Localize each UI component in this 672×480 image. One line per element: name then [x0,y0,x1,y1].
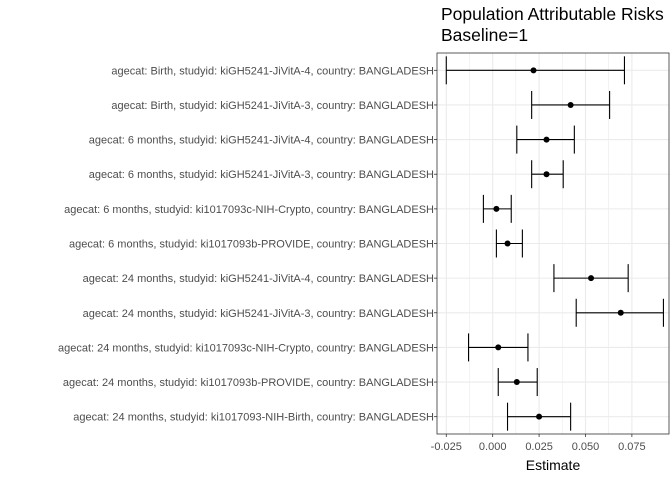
estimate-point [588,275,595,282]
x-tick-label: 0.075 [618,441,646,453]
y-tick-label: agecat: 6 months, studyid: ki1017093c-NI… [64,204,434,216]
y-tick-label: agecat: 6 months, studyid: ki1017093b-PR… [69,239,434,251]
y-tick-label: agecat: 24 months, studyid: ki1017093c-N… [58,342,434,354]
estimate-point [504,240,511,247]
estimate-point [617,309,624,316]
estimate-point [543,171,550,178]
y-tick-label: agecat: Birth, studyid: kiGH5241-JiVitA-… [111,65,434,77]
estimate-point [493,205,500,212]
y-tick-label: agecat: 6 months, studyid: kiGH5241-JiVi… [89,169,434,181]
estimate-point [495,344,502,351]
x-tick-label: -0.025 [431,441,462,453]
y-tick-label: agecat: Birth, studyid: kiGH5241-JiVitA-… [111,100,434,112]
x-axis-title: Estimate [526,457,581,473]
estimate-point [536,413,543,420]
marks-layer [445,56,664,431]
y-tick-label: agecat: 24 months, studyid: ki1017093-NI… [73,412,434,424]
y-tick-label: agecat: 24 months, studyid: kiGH5241-JiV… [83,273,434,285]
y-tick-label: agecat: 24 months, studyid: kiGH5241-JiV… [83,308,434,320]
estimate-point [567,101,574,108]
y-tick-label: agecat: 24 months, studyid: ki1017093b-P… [63,377,434,389]
estimate-point [513,379,520,386]
grid-layer [437,53,669,434]
x-axis: -0.025 0.000 0.025 0.050 0.075 [431,434,646,453]
y-axis-labels: agecat: Birth, studyid: kiGH5241-JiVitA-… [58,65,437,424]
chart-title: Population Attributable Risks [441,4,664,24]
estimate-point [530,67,537,74]
estimate-point [543,136,550,143]
y-tick-label: agecat: 6 months, studyid: kiGH5241-JiVi… [89,135,434,147]
x-tick-label: 0.000 [479,441,507,453]
chart-title-block: Population Attributable Risks Baseline=1 [441,4,664,46]
chart-subtitle: Baseline=1 [441,25,529,45]
x-tick-label: 0.050 [572,441,600,453]
x-tick-label: 0.025 [525,441,553,453]
